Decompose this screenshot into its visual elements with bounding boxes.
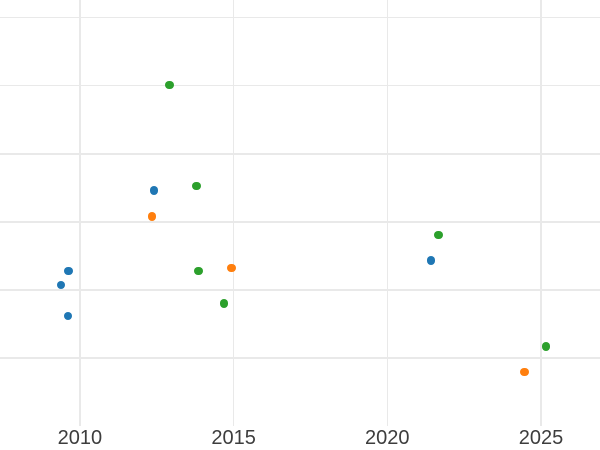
data-point-series-orange [227, 263, 236, 273]
data-point-series-green [541, 342, 551, 351]
grid-line-vertical [79, 0, 81, 426]
grid-line-horizontal [0, 16, 600, 19]
data-point-series-green [194, 266, 203, 276]
data-point-series-green [165, 80, 174, 90]
plot-area [0, 0, 600, 426]
grid-line-vertical [386, 0, 389, 426]
x-tick-label: 2015 [211, 427, 256, 449]
data-point-series-blue [63, 311, 73, 320]
x-tick-label: 2020 [365, 427, 410, 449]
grid-line-horizontal [0, 357, 600, 359]
data-point-series-blue [149, 186, 159, 195]
grid-line-horizontal [0, 289, 600, 291]
grid-line-vertical [232, 0, 235, 426]
x-tick-label: 2025 [518, 427, 564, 449]
data-point-series-orange [520, 367, 529, 377]
data-point-series-green [192, 181, 201, 191]
x-tick-label: 2010 [57, 427, 103, 449]
grid-line-horizontal [0, 153, 600, 155]
data-point-series-blue [64, 266, 73, 276]
grid-line-vertical [540, 0, 542, 426]
data-point-series-blue [426, 256, 436, 265]
grid-line-horizontal [0, 84, 600, 87]
x-axis: 2010 2015 2020 2025 [0, 426, 600, 450]
data-point-series-green [434, 230, 443, 240]
data-point-series-green [219, 299, 229, 308]
grid-line-horizontal [0, 221, 600, 223]
data-point-series-blue [56, 280, 66, 290]
data-point-series-orange [147, 212, 157, 221]
